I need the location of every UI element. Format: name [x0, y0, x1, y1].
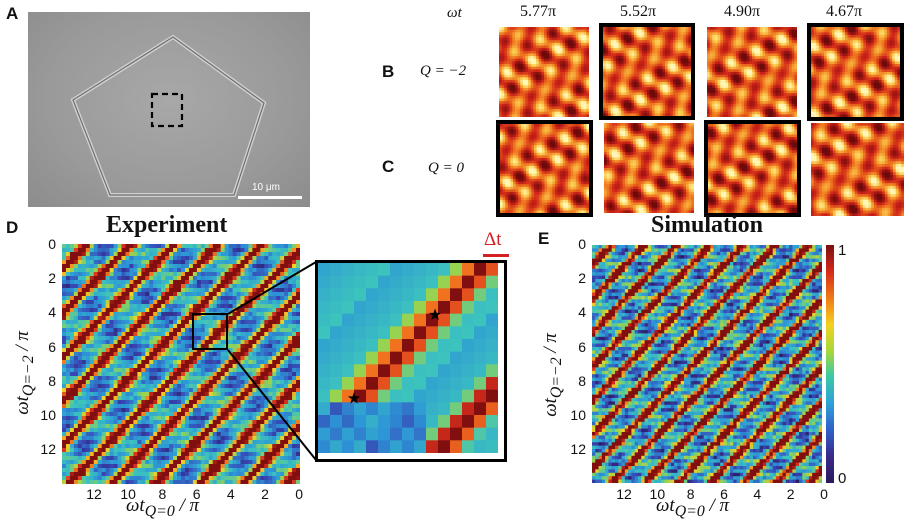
y-tick-label: 4: [578, 304, 586, 321]
simulation-title: Simulation: [651, 212, 764, 238]
experiment-title: Experiment: [106, 212, 228, 238]
colorbar-min-label: 0: [838, 470, 847, 487]
plasmonic-pattern: [603, 27, 692, 117]
pattern-b-4: [807, 23, 904, 121]
experiment-heatmap: [62, 244, 301, 485]
time-label-4: 4.67π: [826, 3, 863, 20]
sem-image: 10 μm: [28, 12, 310, 207]
y-tick-label: 6: [48, 338, 56, 355]
experiment-x-axis-label: ωtQ=0 / π: [126, 495, 200, 520]
y-tick-label: 6: [578, 338, 586, 355]
omega-t-header: ωt: [447, 5, 462, 21]
pattern-b-2: [599, 23, 695, 120]
panel-c-letter: C: [382, 157, 395, 176]
delta-t-bar: [483, 254, 509, 257]
x-tick-label: 12: [86, 486, 102, 502]
delta-t-label: Δt: [484, 229, 502, 250]
plasmonic-pattern: [811, 123, 905, 217]
simulation-heatmap: [592, 245, 823, 484]
time-label-3: 4.90π: [724, 3, 761, 20]
time-label-1: 5.77π: [520, 3, 557, 20]
correlation-heatmap-cells: [592, 245, 823, 484]
x-tick-label: 4: [753, 486, 762, 502]
colorbar-max-label: 1: [838, 242, 847, 259]
simulation-y-axis-label: ωtQ=−2 / π: [540, 333, 565, 417]
correlation-heatmap-cells: [62, 244, 301, 485]
colorbar: [826, 245, 834, 483]
y-tick-label: 2: [578, 270, 586, 287]
y-tick-label: 0: [48, 236, 56, 252]
x-tick-label: 6: [192, 486, 201, 502]
plasmonic-pattern: [707, 27, 798, 118]
pattern-c-4: [810, 122, 905, 217]
panel-b-letter: B: [382, 62, 395, 81]
x-tick-label: 2: [261, 486, 269, 502]
panel-c-q-label: Q = 0: [428, 160, 464, 176]
inset-source-box: [192, 313, 228, 350]
pattern-c-2: [603, 122, 695, 214]
zoom-region-box: [150, 92, 184, 128]
x-tick-label: 4: [226, 486, 235, 502]
panel-e-letter: E: [538, 229, 550, 248]
y-tick-label: 12: [40, 441, 56, 458]
scale-bar: [238, 196, 302, 199]
y-tick-label: 4: [48, 304, 56, 321]
y-tick-label: 8: [48, 372, 56, 389]
y-tick-label: 12: [570, 441, 586, 458]
y-tick-label: 10: [40, 407, 56, 423]
x-tick-label: 0: [295, 486, 304, 502]
x-tick-label: 12: [616, 486, 632, 502]
x-tick-label: 2: [786, 486, 795, 502]
pattern-c-3: [704, 120, 801, 217]
plasmonic-pattern: [708, 124, 798, 214]
panel-b-q-label: Q = −2: [420, 63, 467, 79]
plasmonic-pattern: [811, 27, 901, 118]
simulation-x-axis-label: ωtQ=0 / π: [656, 495, 730, 520]
panel-a-letter: A: [6, 4, 19, 23]
pentagon-outline: [70, 34, 302, 199]
x-tick-label: 10: [120, 486, 136, 502]
plasmonic-pattern: [499, 27, 590, 118]
star-marker-icon: ★: [347, 391, 361, 408]
y-tick-label: 8: [578, 372, 586, 389]
scale-bar-label: 10 μm: [252, 182, 280, 193]
x-tick-label: 10: [649, 486, 666, 502]
pattern-b-3: [706, 26, 798, 118]
panel-d-letter: D: [6, 218, 19, 237]
pattern-b-1: [498, 26, 590, 118]
time-label-2: 5.52π: [620, 3, 657, 20]
x-tick-label: 6: [720, 486, 728, 502]
x-tick-label: 8: [158, 486, 167, 502]
plasmonic-pattern: [500, 124, 590, 214]
plasmonic-pattern: [604, 123, 695, 214]
x-tick-label: 8: [686, 486, 695, 502]
y-tick-label: 2: [48, 270, 56, 287]
zoomed-inset: ★ ★: [315, 260, 507, 462]
y-tick-label: 10: [570, 407, 586, 423]
star-marker-icon: ★: [428, 307, 442, 324]
inset-cells: ★★: [318, 263, 499, 454]
pattern-c-1: [496, 120, 593, 217]
y-tick-label: 0: [578, 236, 586, 252]
x-tick-label: 0: [820, 486, 828, 502]
